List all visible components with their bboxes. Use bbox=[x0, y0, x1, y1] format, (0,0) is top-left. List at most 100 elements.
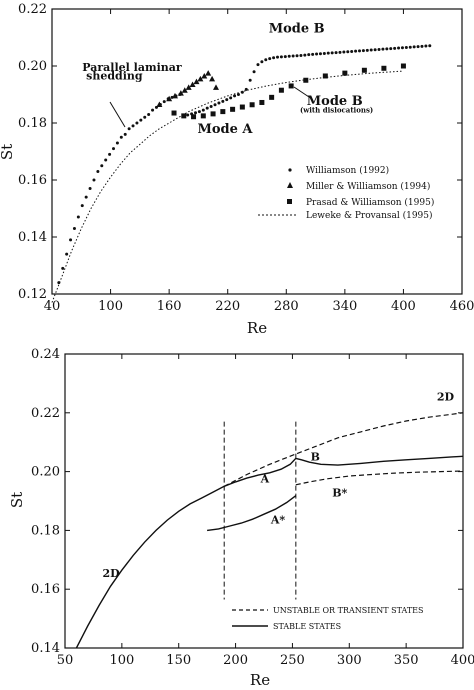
data-point-williamson bbox=[115, 141, 119, 145]
data-point-prasad bbox=[303, 77, 309, 83]
data-point-williamson bbox=[92, 178, 96, 182]
data-point-williamson bbox=[221, 99, 225, 103]
data-point-williamson bbox=[334, 51, 338, 55]
data-point-williamson bbox=[264, 58, 268, 62]
y-axis-label: St bbox=[0, 144, 16, 160]
data-point-williamson bbox=[311, 52, 315, 56]
data-point-williamson bbox=[233, 94, 237, 98]
x-tick-label: 250 bbox=[280, 653, 305, 668]
annotation-mode-b-dislocations: Mode B bbox=[307, 94, 363, 109]
data-point-williamson bbox=[361, 49, 365, 53]
data-point-williamson bbox=[303, 53, 307, 57]
annotation-mode-b-top: Mode B bbox=[269, 21, 325, 36]
data-point-miller bbox=[166, 95, 173, 102]
data-point-miller bbox=[172, 92, 178, 99]
y-tick-label: 0.18 bbox=[18, 116, 47, 131]
y-tick-label: 0.20 bbox=[31, 465, 60, 480]
data-point-williamson bbox=[358, 49, 361, 53]
data-point-williamson bbox=[412, 45, 416, 49]
y-tick-label: 0.22 bbox=[31, 406, 60, 421]
data-point-williamson bbox=[389, 47, 393, 51]
y-tick-label: 0.18 bbox=[31, 523, 60, 538]
data-point-williamson bbox=[96, 169, 100, 173]
data-point-williamson bbox=[84, 195, 88, 199]
data-point-williamson bbox=[225, 98, 229, 102]
series-line-unstable bbox=[295, 470, 464, 486]
data-point-williamson bbox=[143, 115, 147, 119]
legend-label-leweke: Leweke & Provansal (1995) bbox=[306, 210, 433, 221]
data-point-williamson bbox=[229, 96, 233, 100]
data-point-williamson bbox=[244, 87, 248, 91]
data-point-williamson bbox=[197, 110, 201, 114]
x-tick-label: 400 bbox=[391, 299, 416, 314]
data-point-williamson bbox=[299, 53, 303, 57]
y-tick-label: 0.14 bbox=[18, 230, 47, 245]
data-point-prasad bbox=[259, 99, 265, 105]
data-point-williamson bbox=[108, 152, 112, 156]
data-point-williamson bbox=[119, 135, 123, 139]
legend-label-williamson: Williamson (1992) bbox=[306, 165, 389, 176]
annotation-mode-a: Mode A bbox=[197, 122, 253, 137]
data-point-williamson bbox=[80, 204, 84, 208]
series-line-unstable bbox=[223, 412, 464, 487]
data-point-williamson bbox=[65, 252, 69, 256]
data-point-williamson bbox=[69, 238, 73, 242]
data-point-williamson bbox=[209, 104, 213, 108]
data-point-williamson bbox=[217, 101, 221, 105]
x-tick-label: 220 bbox=[215, 299, 240, 314]
data-point-williamson bbox=[295, 54, 299, 58]
data-point-williamson bbox=[350, 49, 354, 53]
data-point-williamson bbox=[72, 226, 76, 230]
x-tick-label: 50 bbox=[57, 653, 74, 668]
data-point-prasad bbox=[288, 83, 294, 89]
x-tick-label: 280 bbox=[274, 299, 299, 314]
data-point-williamson bbox=[381, 47, 385, 51]
legend-label-stable: STABLE STATES bbox=[273, 622, 341, 631]
data-point-williamson bbox=[416, 45, 420, 49]
data-point-williamson bbox=[123, 132, 127, 136]
annotation-shedding: shedding bbox=[86, 69, 143, 82]
data-point-williamson bbox=[393, 46, 397, 50]
data-point-williamson bbox=[127, 127, 131, 131]
annotation-2d-left: 2D bbox=[103, 567, 121, 580]
data-point-miller bbox=[193, 78, 200, 85]
data-point-williamson bbox=[236, 93, 240, 96]
legend-label-miller: Miller & Williamson (1994) bbox=[306, 181, 430, 192]
data-point-williamson bbox=[268, 57, 272, 61]
data-point-miller bbox=[205, 70, 212, 76]
y-tick-label: 0.20 bbox=[18, 59, 47, 74]
data-point-williamson bbox=[346, 50, 350, 54]
data-point-miller bbox=[181, 87, 188, 93]
x-tick-label: 150 bbox=[166, 653, 191, 668]
y-axis: 0.14 0.16 0.18 0.20 0.22 0.24 bbox=[31, 347, 463, 656]
data-point-williamson bbox=[373, 48, 377, 52]
data-point-williamson bbox=[315, 52, 319, 56]
data-point-williamson bbox=[307, 53, 311, 57]
data-point-prasad bbox=[269, 94, 275, 100]
data-point-miller bbox=[209, 75, 216, 82]
arrow-mode-b-dislocations bbox=[293, 86, 313, 100]
y-tick-label: 0.16 bbox=[31, 582, 60, 597]
data-point-williamson bbox=[385, 47, 389, 51]
data-point-williamson bbox=[213, 103, 217, 107]
data-point-prasad bbox=[239, 104, 245, 110]
data-point-williamson bbox=[272, 56, 276, 60]
data-point-prasad bbox=[210, 111, 216, 117]
data-point-williamson bbox=[88, 187, 92, 191]
legend-marker-prasad bbox=[287, 199, 292, 204]
x-tick-label: 460 bbox=[450, 299, 474, 314]
data-point-williamson bbox=[194, 111, 197, 115]
annotation-with-dislocations: (with dislocations) bbox=[300, 105, 373, 114]
x-tick-label: 200 bbox=[223, 653, 248, 668]
data-point-miller bbox=[185, 84, 192, 90]
legend-marker-miller bbox=[287, 182, 293, 188]
top-panel: 40 100 160 220 280 340 400 460 0.12 0.14 0.16 0.18… bbox=[0, 2, 474, 337]
data-point-prasad bbox=[220, 109, 226, 115]
legend-marker-williamson bbox=[288, 168, 292, 172]
data-point-williamson bbox=[100, 164, 104, 168]
data-point-williamson bbox=[139, 118, 143, 122]
data-point-williamson bbox=[287, 54, 291, 58]
data-point-williamson bbox=[326, 51, 330, 55]
data-point-williamson bbox=[369, 48, 373, 52]
y-tick-label: 0.22 bbox=[18, 2, 47, 17]
